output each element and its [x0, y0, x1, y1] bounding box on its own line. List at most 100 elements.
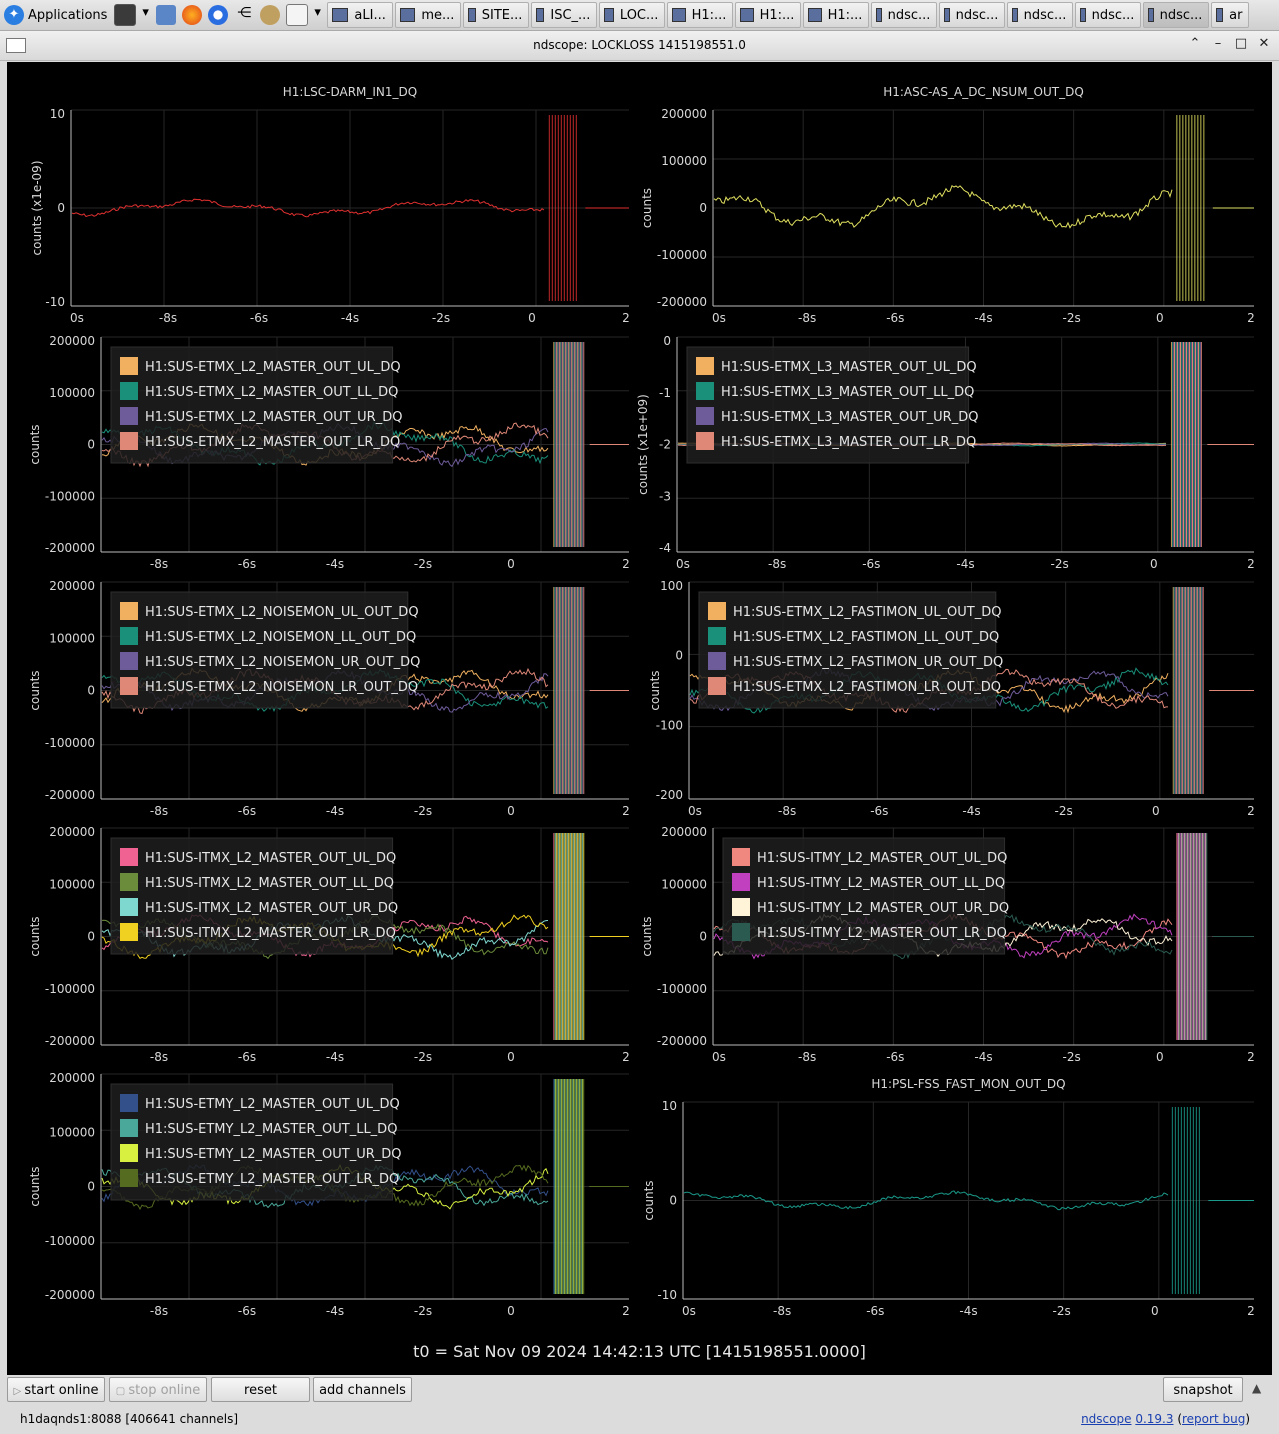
x-tick-label: -6s — [238, 1304, 256, 1318]
snapshot-button[interactable]: snapshot — [1163, 1377, 1243, 1402]
x-tick-label: 2 — [622, 557, 630, 571]
legend-box — [110, 346, 394, 464]
taskbar-task[interactable]: H1:... — [667, 2, 734, 28]
chevron-up-icon[interactable]: ▲ — [1252, 1381, 1262, 1395]
chevron-down-icon-2[interactable]: ▾ — [314, 5, 321, 20]
shade-button-icon[interactable]: ⌃ — [1189, 36, 1201, 51]
report-bug-link[interactable]: report bug — [1182, 1412, 1246, 1426]
maximize-button-icon[interactable]: □ — [1234, 36, 1248, 51]
task-label: ar — [1229, 7, 1243, 23]
firefox-icon[interactable] — [182, 5, 203, 25]
task-label: H1:... — [691, 7, 727, 23]
reset-button[interactable]: reset — [211, 1377, 310, 1402]
lockloss-burst — [556, 833, 585, 1040]
taskbar-task[interactable]: H1:... — [735, 2, 802, 28]
taskbar-task[interactable]: ndsc... — [871, 2, 938, 28]
taskbar-task[interactable]: H1:... — [803, 2, 870, 28]
stop-online-button[interactable]: ▢ stop online — [109, 1377, 207, 1402]
chevron-down-icon[interactable]: ▾ — [142, 5, 149, 20]
version-link[interactable]: 0.19.3 — [1135, 1412, 1174, 1426]
plot-panel: 200000 100000 0 -100000 -200000 -8s -6s -4s -2s 0… — [28, 1071, 630, 1318]
legend-label: H1:SUS-ITMY_L2_MASTER_OUT_LL_DQ — [757, 876, 1005, 891]
close-button-icon[interactable]: ✕ — [1258, 36, 1270, 51]
x-tick-label: -8s — [778, 804, 796, 818]
trace-line — [683, 1190, 1169, 1211]
trace-line — [713, 184, 1173, 229]
share-icon[interactable]: ⋲ — [237, 5, 252, 21]
lockloss-burst — [1178, 833, 1207, 1040]
x-tick-label: -2s — [414, 804, 432, 818]
taskbar-task[interactable]: ndsc... — [939, 2, 1006, 28]
ndscope-link[interactable]: ndscope — [1081, 1412, 1132, 1426]
y-tick-label: -3 — [659, 489, 671, 503]
window-title: ndscope: LOCKLOSS 1415198551.0 — [533, 38, 746, 52]
notepad-icon[interactable] — [286, 4, 309, 26]
y-tick-label: -200 — [656, 788, 683, 802]
x-tick-label: -2s — [1063, 311, 1081, 325]
minimize-button-icon[interactable]: – — [1214, 36, 1222, 51]
taskbar-task[interactable]: aLI... — [327, 2, 394, 28]
lockloss-burst — [555, 587, 584, 794]
legend-label: H1:SUS-ITMX_L2_MASTER_OUT_LR_DQ — [145, 926, 396, 941]
stop-icon: ▢ — [115, 1386, 129, 1397]
users-icon[interactable] — [260, 5, 281, 25]
add-channels-button[interactable]: add channels — [313, 1377, 412, 1402]
y-tick-label: -10 — [657, 1288, 677, 1302]
taskbar-task[interactable]: ar — [1211, 2, 1250, 28]
plot-panel: 200000 100000 0 -100000 -200000 -8s -6s -4s -2s 0… — [28, 334, 630, 571]
lockloss-burst — [555, 342, 584, 547]
lockloss-burst — [1179, 833, 1208, 1040]
y-tick-label: 100000 — [49, 1125, 95, 1139]
y-tick-label: 10 — [662, 1099, 677, 1113]
legend-swatch — [708, 602, 726, 620]
legend-label: H1:SUS-ETMY_L2_MASTER_OUT_UR_DQ — [145, 1147, 402, 1162]
legend-label: H1:SUS-ETMX_L2_MASTER_OUT_LR_DQ — [145, 435, 400, 450]
lockloss-burst — [554, 833, 583, 1040]
taskbar-task[interactable]: me... — [395, 2, 462, 28]
y-tick-label: 0 — [699, 201, 707, 215]
play-icon: ▷ — [13, 1386, 25, 1397]
y-axis-label: counts — [642, 1180, 656, 1220]
x-tick-label: -2s — [1055, 804, 1073, 818]
x-tick-label: -4s — [326, 557, 344, 571]
x-tick-label: -4s — [974, 1050, 992, 1064]
taskbar-task[interactable]: SITE... — [463, 2, 530, 28]
window-menu-icon[interactable] — [6, 38, 26, 53]
terminal-icon[interactable] — [114, 4, 137, 26]
x-tick-label: 0 — [1151, 1304, 1159, 1318]
window-titlebar: ndscope: LOCKLOSS 1415198551.0 ⌃ – □ ✕ — [0, 31, 1279, 61]
x-tick-label: -4s — [956, 557, 974, 571]
legend-swatch — [696, 382, 714, 400]
lockloss-burst — [1173, 342, 1202, 547]
chromium-icon[interactable] — [208, 5, 229, 25]
x-tick-label: -4s — [959, 1304, 977, 1318]
taskbar-task[interactable]: ndsc... — [1007, 2, 1074, 28]
x-tick-label: -6s — [250, 311, 268, 325]
taskbar-task[interactable]: LOC... — [599, 2, 666, 28]
legend-swatch — [120, 432, 138, 450]
legend-swatch — [120, 602, 138, 620]
y-tick-label: 100000 — [661, 877, 707, 891]
y-tick-label: 200000 — [49, 579, 95, 593]
y-tick-label: -200000 — [45, 1288, 95, 1302]
y-tick-label: 0 — [87, 930, 95, 944]
legend-swatch — [708, 627, 726, 645]
applications-menu[interactable]: ✦ Applications — [0, 0, 111, 30]
start-online-button[interactable]: ▷ start online — [7, 1377, 105, 1402]
taskbar-task[interactable]: ISC_... — [531, 2, 598, 28]
x-tick-label: -8s — [159, 311, 177, 325]
x-tick-label: -6s — [870, 804, 888, 818]
x-tick-label: 2 — [1247, 1050, 1255, 1064]
taskbar-task[interactable]: ndsc... — [1143, 2, 1210, 28]
legend-swatch — [732, 873, 750, 891]
lockloss-burst — [1173, 587, 1202, 794]
folder-icon[interactable] — [156, 5, 177, 25]
legend-swatch — [120, 923, 138, 941]
y-tick-label: -1 — [659, 386, 671, 400]
taskbar-task[interactable]: ndsc... — [1075, 2, 1142, 28]
x-tick-label: -4s — [326, 1050, 344, 1064]
legend-box — [110, 837, 394, 955]
y-tick-label: 100000 — [49, 631, 95, 645]
x-tick-label: 0 — [1156, 311, 1164, 325]
